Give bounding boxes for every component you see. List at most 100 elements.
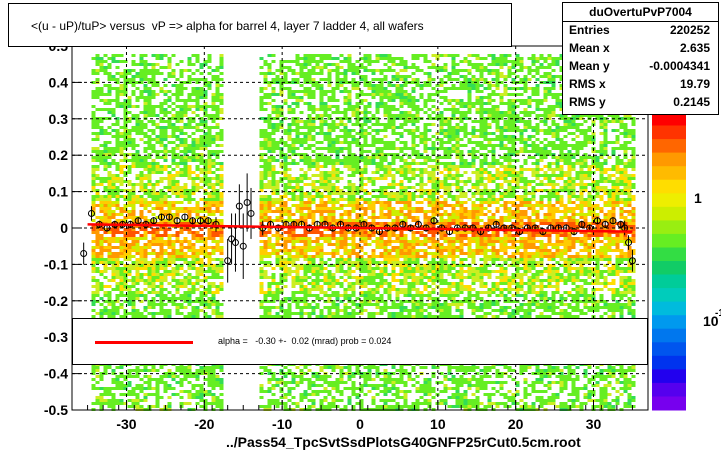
- color-scale-label-1: 1: [694, 190, 702, 206]
- stats-value: 2.635: [679, 41, 710, 55]
- stats-value: 0.2145: [673, 95, 710, 109]
- x-tick-label: 10: [430, 416, 446, 432]
- profile-point: [461, 224, 469, 232]
- profile-point: [173, 217, 181, 225]
- stats-row-entries: Entries 220252: [569, 23, 710, 41]
- stats-label: Entries: [569, 23, 610, 37]
- profile-point: [578, 220, 586, 228]
- x-tick-label: -10: [272, 416, 292, 432]
- profile-point: [617, 220, 625, 228]
- fit-line: [87, 223, 633, 233]
- profile-point: [239, 242, 247, 250]
- profile-point: [625, 239, 633, 247]
- profile-point: [469, 224, 477, 232]
- profile-point: [158, 213, 166, 221]
- stats-row-mean-x: Mean x 2.635: [569, 41, 710, 59]
- profile-point: [628, 257, 636, 265]
- color-scale-segment: [652, 328, 686, 343]
- y-tick-label: -0.2: [44, 293, 68, 309]
- color-scale-segment: [652, 288, 686, 303]
- file-name-footer: ../Pass54_TpcSvtSsdPlotsG40GNFP25rCut0.5…: [226, 434, 581, 450]
- stats-title: duOvertuPvP7004: [563, 5, 718, 22]
- stats-label: Mean y: [569, 59, 610, 73]
- color-scale-segment: [652, 274, 686, 289]
- stats-box: duOvertuPvP7004 Entries 220252 Mean x 2.…: [562, 2, 719, 115]
- profile-point: [80, 249, 88, 257]
- y-tick-label: -0.5: [44, 402, 68, 418]
- color-scale-segment: [652, 369, 686, 384]
- profile-point: [224, 257, 232, 265]
- color-scale-segment: [652, 247, 686, 262]
- stats-label: RMS x: [569, 77, 606, 91]
- color-scale-segment: [652, 315, 686, 330]
- legend-fit-text: alpha = -0.30 +- 0.02 (mrad) prob = 0.02…: [218, 336, 392, 346]
- color-scale-segment: [652, 301, 686, 316]
- color-scale-exponent: -1: [715, 308, 721, 319]
- plot-title-box: <(u - uP)/tuP> versus vP => alpha for ba…: [8, 3, 512, 47]
- color-scale-segment: [652, 220, 686, 235]
- color-scale-segment: [652, 382, 686, 397]
- profile-point: [231, 239, 239, 247]
- y-tick-label: 0.1: [49, 184, 69, 200]
- color-scale-segment: [652, 152, 686, 167]
- stats-row-rms-x: RMS x 19.79: [569, 77, 710, 95]
- color-scale-segment: [652, 355, 686, 370]
- color-scale-segment: [652, 233, 686, 248]
- profile-point: [204, 217, 212, 225]
- stats-value: 19.79: [679, 77, 710, 91]
- x-tick-label: -20: [194, 416, 214, 432]
- color-scale-segment: [652, 112, 686, 126]
- stats-value: -0.0004341: [649, 59, 710, 73]
- fit-legend-box: alpha = -0.30 +- 0.02 (mrad) prob = 0.02…: [72, 318, 648, 365]
- x-tick-label: 30: [586, 416, 602, 432]
- profile-point: [247, 209, 255, 217]
- profile-points-layer: [80, 173, 636, 283]
- profile-point: [196, 217, 204, 225]
- profile-point: [87, 209, 95, 217]
- profile-point: [414, 220, 422, 228]
- stats-row-mean-y: Mean y -0.0004341: [569, 59, 710, 77]
- profile-point: [601, 220, 609, 228]
- profile-point: [189, 217, 197, 225]
- y-tick-label: 0: [60, 220, 68, 236]
- stats-row-rms-y: RMS y 0.2145: [569, 95, 710, 113]
- stats-value: 220252: [669, 23, 710, 37]
- x-tick-label: -30: [116, 416, 136, 432]
- profile-point: [228, 235, 236, 243]
- profile-point: [453, 224, 461, 232]
- profile-point: [243, 199, 251, 207]
- y-tick-label: -0.4: [44, 366, 68, 382]
- fit-line-layer: [87, 223, 633, 233]
- x-tick-label: 20: [508, 416, 524, 432]
- profile-point: [609, 217, 617, 225]
- y-tick-label: 0.2: [49, 147, 69, 163]
- stats-label: Mean x: [569, 41, 610, 55]
- color-scale-segment: [652, 125, 686, 140]
- y-tick-label: 0.3: [49, 111, 69, 127]
- y-tick-label: 0.4: [49, 74, 69, 90]
- profile-point: [492, 220, 500, 228]
- color-scale-segment: [652, 179, 686, 194]
- color-scale-segment: [652, 342, 686, 357]
- color-scale-label-10: 10: [703, 313, 719, 329]
- color-scale-bar: [652, 112, 686, 411]
- color-scale-segment: [652, 166, 686, 181]
- profile-point: [516, 228, 524, 236]
- color-scale-segment: [652, 206, 686, 221]
- profile-point: [150, 217, 158, 225]
- profile-point: [181, 213, 189, 221]
- x-tick-label: 0: [356, 416, 364, 432]
- profile-point: [165, 213, 173, 221]
- y-tick-label: -0.1: [44, 256, 68, 272]
- plot-title: <(u - uP)/tuP> versus vP => alpha for ba…: [31, 19, 424, 33]
- profile-point: [235, 202, 243, 210]
- profile-point: [484, 224, 492, 232]
- y-tick-label: -0.3: [44, 329, 68, 345]
- profile-point: [593, 217, 601, 225]
- color-scale-segment: [652, 193, 686, 208]
- profile-point: [430, 217, 438, 225]
- color-scale-segment: [652, 396, 686, 411]
- profile-point: [212, 220, 220, 228]
- profile-point: [259, 224, 267, 232]
- color-scale-segment: [652, 139, 686, 154]
